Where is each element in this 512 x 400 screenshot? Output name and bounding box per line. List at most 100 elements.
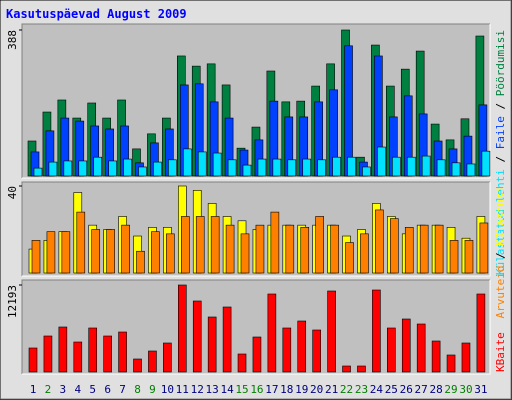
- bar: [63, 160, 73, 177]
- bar: [312, 329, 321, 373]
- panel-bevel: [22, 280, 491, 375]
- bar: [153, 161, 162, 177]
- bar: [210, 216, 220, 274]
- legend-separator: /: [494, 149, 507, 169]
- bar: [332, 156, 341, 177]
- bar: [192, 300, 202, 373]
- x-tick-label: 5: [89, 383, 96, 396]
- bar: [287, 159, 297, 177]
- bar: [461, 342, 471, 373]
- bar: [401, 318, 411, 373]
- bar: [78, 160, 88, 177]
- bar: [479, 222, 489, 274]
- bar: [302, 158, 312, 177]
- x-tick-label: 12: [191, 383, 204, 396]
- bar: [282, 327, 292, 373]
- x-tick-label: 1: [30, 383, 37, 396]
- bar: [390, 218, 399, 274]
- x-tick-label: 29: [444, 383, 457, 396]
- bar: [118, 331, 127, 373]
- bar: [431, 340, 441, 373]
- bar: [449, 240, 459, 274]
- bar: [166, 233, 175, 274]
- x-tick-label: 2: [45, 383, 52, 396]
- bar: [93, 156, 103, 177]
- bar: [416, 323, 426, 373]
- x-tick-label: 4: [74, 383, 81, 396]
- x-tick-label: 21: [325, 383, 338, 396]
- x-tick-label: 10: [161, 383, 174, 396]
- legend-separator: /: [494, 96, 507, 116]
- bar: [330, 224, 339, 274]
- bar: [46, 231, 56, 274]
- bar: [466, 163, 476, 177]
- bar: [240, 233, 250, 274]
- panel-bevel: [21, 279, 490, 374]
- x-tick-label: 14: [220, 383, 234, 396]
- x-tick-label: 31: [474, 383, 487, 396]
- bar: [421, 155, 431, 177]
- bar: [108, 160, 117, 177]
- bar: [163, 342, 172, 373]
- bar: [151, 231, 160, 274]
- bar: [315, 216, 324, 274]
- legend-entry: Külastatud lehti: [494, 169, 507, 275]
- bar: [327, 290, 336, 373]
- bar: [270, 211, 280, 274]
- x-tick-label: 8: [134, 383, 141, 396]
- bar: [436, 159, 446, 177]
- bar: [419, 224, 429, 274]
- y-tick-label: 12193: [6, 285, 19, 318]
- bar: [372, 289, 381, 373]
- bar: [43, 335, 53, 373]
- bar: [344, 45, 353, 177]
- bar: [406, 156, 416, 177]
- x-tick-label: 25: [385, 383, 398, 396]
- bar: [434, 224, 444, 274]
- legend-separator: /: [494, 246, 507, 266]
- bar: [377, 146, 386, 177]
- bar: [342, 365, 351, 373]
- x-tick-label: 28: [429, 383, 442, 396]
- panel-bevel: [21, 181, 490, 276]
- bar: [476, 293, 486, 373]
- bar: [297, 320, 307, 373]
- x-tick-label: 16: [250, 383, 263, 396]
- bar: [136, 250, 145, 274]
- bar: [207, 316, 217, 373]
- legend-entry: Faile: [494, 116, 507, 149]
- y-tick-label: 40: [6, 186, 19, 199]
- legend: Arvuteid / Külastusi: [494, 186, 507, 318]
- bar: [197, 151, 207, 177]
- bar: [181, 216, 190, 274]
- x-tick-label: 23: [355, 383, 368, 396]
- bar: [178, 284, 187, 373]
- bar: [451, 162, 461, 177]
- bar: [285, 224, 295, 274]
- bar: [48, 161, 58, 177]
- bar: [464, 240, 474, 274]
- legend-entry: Pöördumisi: [494, 30, 507, 96]
- bar: [300, 227, 310, 274]
- bar: [103, 335, 112, 373]
- x-tick-label: 9: [149, 383, 156, 396]
- bar: [347, 156, 356, 177]
- panel-bevel: [22, 24, 491, 179]
- bar: [357, 365, 366, 373]
- x-tick-label: 27: [415, 383, 428, 396]
- bar: [133, 358, 142, 373]
- bar: [91, 229, 101, 274]
- bar: [375, 209, 384, 274]
- bar: [225, 224, 235, 274]
- bar: [28, 347, 38, 373]
- x-tick-label: 13: [206, 383, 219, 396]
- bar: [257, 158, 267, 177]
- bar: [242, 164, 252, 177]
- bar: [88, 327, 98, 373]
- x-tick-label: 15: [235, 383, 248, 396]
- x-tick-label: 11: [176, 383, 189, 396]
- bar: [121, 224, 130, 274]
- panel-bevel: [21, 23, 490, 178]
